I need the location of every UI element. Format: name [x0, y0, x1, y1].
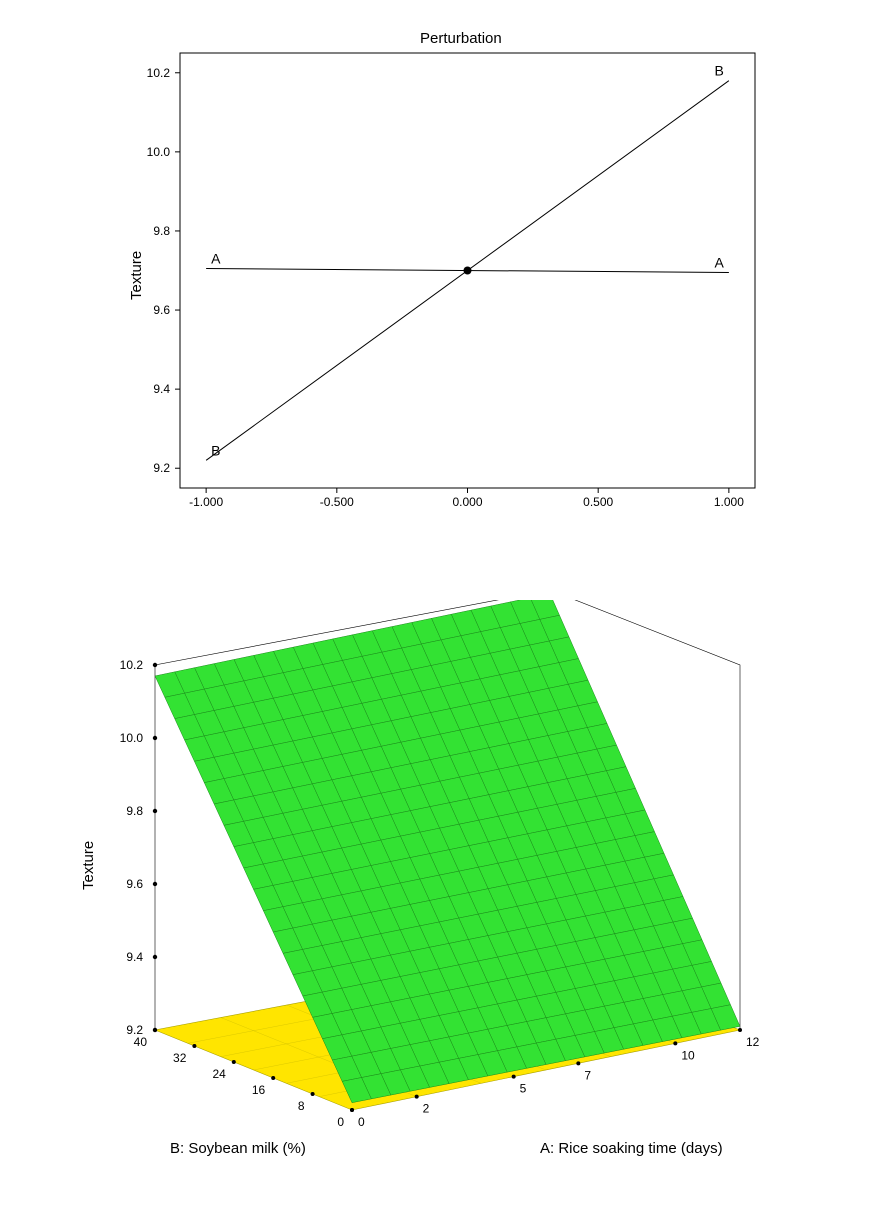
perturbation-ylabel: Texture [128, 251, 145, 300]
perturbation-title: Perturbation [420, 30, 502, 47]
perturbation-chart: Perturbation Texture 9.2 9.4 9.6 9.8 10.0 10.… [0, 0, 881, 560]
svg-text:A: A [211, 251, 221, 267]
svg-text:32: 32 [173, 1051, 187, 1065]
svg-text:9.4: 9.4 [126, 950, 143, 964]
svg-text:7: 7 [584, 1068, 591, 1082]
svg-text:40: 40 [134, 1035, 148, 1049]
svg-text:2: 2 [423, 1102, 430, 1116]
svg-text:16: 16 [252, 1083, 266, 1097]
svg-text:0: 0 [358, 1115, 365, 1129]
svg-text:0: 0 [337, 1115, 344, 1129]
svg-text:-1.000: -1.000 [189, 495, 223, 509]
surface-zlabel: Texture [80, 841, 97, 890]
svg-text:9.6: 9.6 [126, 877, 143, 891]
svg-text:9.2: 9.2 [153, 461, 170, 475]
svg-text:0.500: 0.500 [583, 495, 613, 509]
surface-svg: 9.29.49.69.810.010.2025710120816243240 [0, 600, 881, 1220]
svg-text:8: 8 [298, 1099, 305, 1113]
svg-text:10.0: 10.0 [147, 145, 171, 159]
svg-text:B: B [715, 63, 724, 79]
svg-text:9.8: 9.8 [153, 224, 170, 238]
svg-text:9.6: 9.6 [153, 303, 170, 317]
svg-text:B: B [211, 442, 220, 458]
svg-text:24: 24 [212, 1067, 226, 1081]
svg-text:12: 12 [746, 1035, 760, 1049]
surface-xaxis-label: A: Rice soaking time (days) [540, 1140, 723, 1157]
svg-text:0.000: 0.000 [452, 495, 482, 509]
surface-chart: Texture 9.29.49.69.810.010.2025710120816… [0, 600, 881, 1220]
svg-text:1.000: 1.000 [714, 495, 744, 509]
svg-text:5: 5 [520, 1082, 527, 1096]
surface-yaxis-label: B: Soybean milk (%) [170, 1140, 306, 1157]
svg-text:-0.500: -0.500 [320, 495, 354, 509]
svg-text:10.2: 10.2 [147, 66, 171, 80]
svg-text:A: A [715, 254, 725, 270]
svg-text:9.4: 9.4 [153, 382, 170, 396]
svg-text:10: 10 [681, 1048, 695, 1062]
svg-text:9.8: 9.8 [126, 804, 143, 818]
svg-text:10.0: 10.0 [120, 731, 144, 745]
svg-text:10.2: 10.2 [120, 658, 144, 672]
